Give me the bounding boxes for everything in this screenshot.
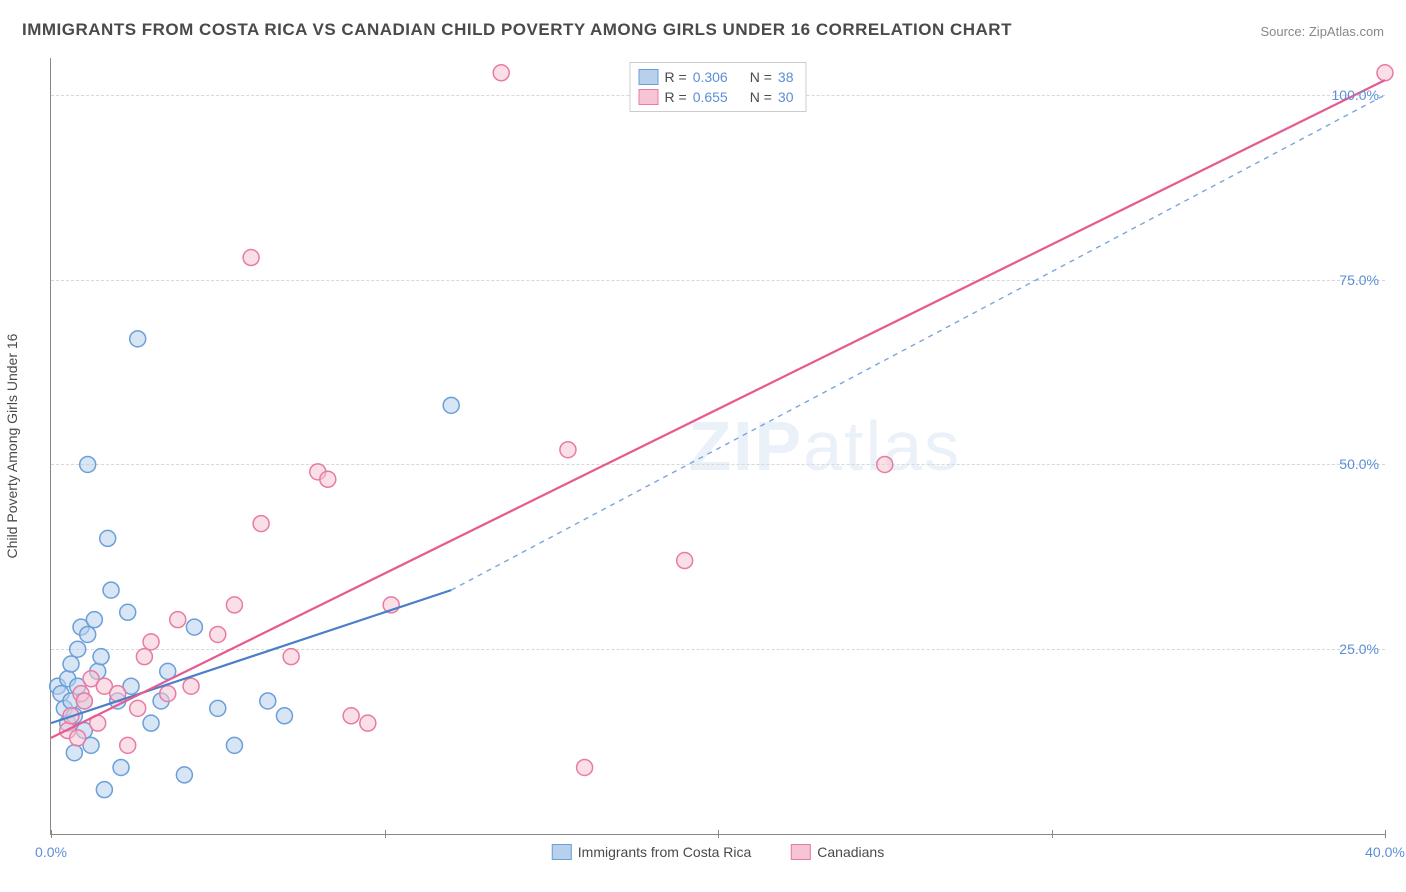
n-value: 38 [778,67,794,87]
data-point-blue [70,641,86,657]
data-point-blue [260,693,276,709]
data-point-blue [66,745,82,761]
data-point-blue [443,397,459,413]
x-tick-mark [718,830,719,838]
data-point-pink [136,649,152,665]
stat-row-blue: R = 0.306 N = 38 [639,67,794,87]
data-point-pink [130,700,146,716]
data-point-blue [103,582,119,598]
source-label: Source: ZipAtlas.com [1260,24,1384,39]
data-point-blue [113,759,129,775]
x-tick-label: 0.0% [35,844,67,860]
x-tick-mark [51,830,52,838]
y-tick-label: 75.0% [1339,272,1379,288]
swatch-blue [639,69,659,85]
x-tick-label: 40.0% [1365,844,1405,860]
r-value: 0.655 [693,87,728,107]
data-point-pink [243,250,259,266]
data-point-blue [63,656,79,672]
swatch-pink [639,89,659,105]
data-point-pink [226,597,242,613]
data-point-blue [276,708,292,724]
trend-dashed-blue [451,95,1385,590]
legend-swatch-pink [791,844,811,860]
data-point-blue [130,331,146,347]
data-point-pink [283,649,299,665]
data-point-pink [170,612,186,628]
r-label: R = [665,67,687,87]
y-tick-label: 25.0% [1339,641,1379,657]
x-tick-mark [1052,830,1053,838]
chart-title: IMMIGRANTS FROM COSTA RICA VS CANADIAN C… [22,20,1012,40]
data-point-blue [96,782,112,798]
legend-item-pink: Canadians [791,844,884,860]
data-point-pink [577,759,593,775]
data-point-blue [80,626,96,642]
data-point-blue [186,619,202,635]
data-point-pink [76,693,92,709]
y-tick-label: 50.0% [1339,456,1379,472]
x-tick-mark [1385,830,1386,838]
r-label: R = [665,87,687,107]
legend-swatch-blue [552,844,572,860]
data-point-pink [210,626,226,642]
plot-area: ZIPatlas R = 0.306N = 38R = 0.655N = 30 … [50,58,1385,835]
data-point-blue [100,530,116,546]
n-label: N = [750,87,772,107]
legend-label: Canadians [817,844,884,860]
data-point-pink [70,730,86,746]
data-point-blue [143,715,159,731]
data-point-pink [1377,65,1393,81]
data-point-blue [86,612,102,628]
r-value: 0.306 [693,67,728,87]
data-point-blue [210,700,226,716]
data-point-pink [320,471,336,487]
data-point-pink [253,516,269,532]
legend-item-blue: Immigrants from Costa Rica [552,844,751,860]
bottom-legend: Immigrants from Costa Rica Canadians [552,844,884,860]
data-point-blue [120,604,136,620]
data-point-pink [120,737,136,753]
trend-line-pink [51,80,1385,738]
data-point-blue [93,649,109,665]
data-point-pink [343,708,359,724]
y-tick-label: 100.0% [1332,87,1379,103]
stat-row-pink: R = 0.655 N = 30 [639,87,794,107]
legend-label: Immigrants from Costa Rica [578,844,751,860]
data-point-blue [80,456,96,472]
data-point-pink [877,456,893,472]
x-tick-mark [385,830,386,838]
trend-line-blue [51,590,451,723]
data-point-pink [560,442,576,458]
data-point-blue [176,767,192,783]
data-point-pink [360,715,376,731]
chart-svg [51,58,1385,834]
y-axis-label: Child Poverty Among Girls Under 16 [4,334,20,559]
correlation-stat-box: R = 0.306 N = 38 R = 0.655 N = 30 [630,62,807,112]
data-point-pink [677,553,693,569]
n-value: 30 [778,87,794,107]
n-label: N = [750,67,772,87]
data-point-blue [226,737,242,753]
data-point-pink [143,634,159,650]
data-point-pink [160,686,176,702]
data-point-pink [183,678,199,694]
data-point-pink [493,65,509,81]
